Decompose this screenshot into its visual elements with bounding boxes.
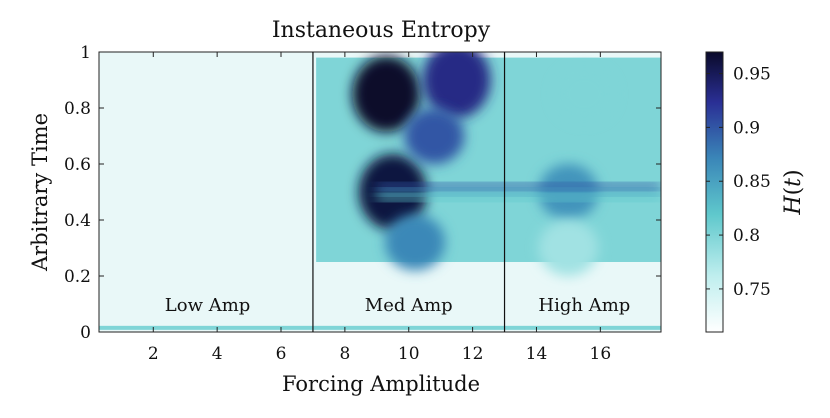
heat-feature-6 — [554, 66, 615, 122]
cb-tick-label-2: 0.85 — [733, 172, 771, 192]
region-labels: Low Amp Med Amp High Amp — [165, 295, 630, 316]
heat-feature-2 — [422, 52, 491, 118]
x-tick-label-4: 10 — [398, 344, 420, 364]
x-tick-label-0: 2 — [148, 344, 159, 364]
y-tick-label-0: 0 — [80, 323, 91, 343]
heatmap-cells — [99, 52, 661, 330]
cb-tick-label-1: 0.8 — [733, 226, 760, 246]
region-label-0: Low Amp — [165, 295, 251, 316]
y-axis-label: Arbitrary Time — [28, 113, 52, 272]
heat-feature-4 — [385, 214, 446, 271]
x-tick-label-3: 8 — [339, 344, 350, 364]
colorbar-ticks: 0.75 0.8 0.85 0.9 0.95 — [706, 65, 771, 300]
y-tick-label-3: 0.6 — [64, 155, 91, 175]
y-tick-label-4: 0.8 — [64, 99, 91, 119]
heat-feature-3 — [404, 108, 465, 164]
heat-feature-7 — [538, 220, 599, 276]
colorbar — [705, 51, 724, 333]
region-label-1: Med Amp — [365, 295, 453, 316]
heat-bottom-stripe — [99, 325, 661, 330]
x-tick-label-1: 4 — [212, 344, 223, 364]
x-axis: 2 4 6 8 10 12 14 16 — [148, 52, 611, 364]
cb-tick-label-4: 0.95 — [733, 65, 771, 85]
chart-title: Instaneous Entropy — [272, 18, 491, 43]
heat-streak-2 — [376, 194, 661, 201]
heat-streak-1 — [376, 189, 661, 195]
plot-frame — [98, 51, 662, 333]
y-tick-label-5: 1 — [80, 43, 91, 63]
x-tick-label-2: 6 — [276, 344, 287, 364]
heat-streak-0 — [376, 183, 661, 190]
heatmap — [99, 52, 661, 332]
region-label-2: High Amp — [538, 295, 630, 316]
x-tick-label-6: 14 — [526, 344, 548, 364]
cb-tick-label-0: 0.75 — [733, 280, 771, 300]
region-dividers — [312, 52, 506, 332]
heat-feature-0 — [352, 56, 421, 132]
y-tick-label-2: 0.4 — [64, 211, 91, 231]
x-tick-label-5: 12 — [462, 344, 484, 364]
y-axis: 0 0.2 0.4 0.6 0.8 1 — [64, 43, 661, 343]
cb-tick-label-3: 0.9 — [733, 118, 760, 138]
colorbar-label: H(t) — [781, 169, 806, 215]
y-tick-label-1: 0.2 — [64, 267, 91, 287]
x-axis-label: Forcing Amplitude — [282, 372, 480, 396]
x-tick-label-7: 16 — [590, 344, 612, 364]
